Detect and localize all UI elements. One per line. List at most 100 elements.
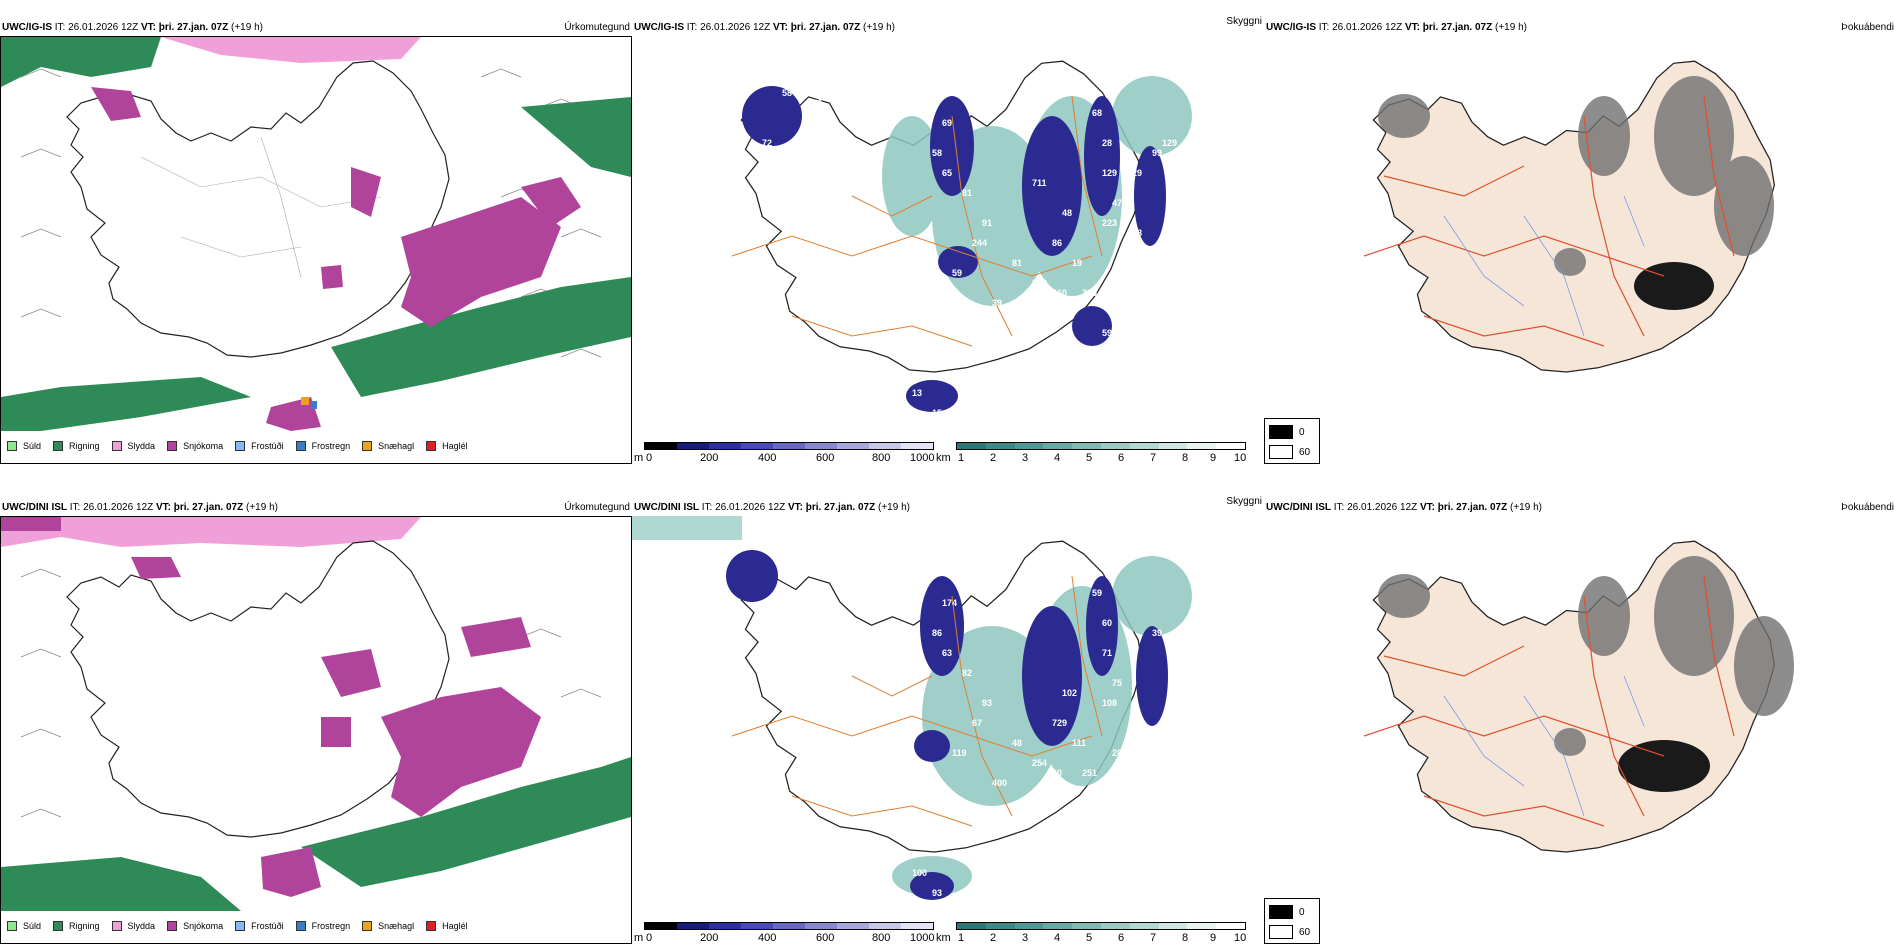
visibility-value-label: 90 [1172,278,1182,288]
visibility-value-label: 119 [952,748,967,758]
visibility-value-label: 111 [1072,738,1086,748]
visibility-value-label: 86 [962,408,972,418]
panel-type-label: Úrkomutegund [564,22,630,33]
visibility-value-label: 82 [1082,348,1092,358]
visibility-value-label: 214 [1172,688,1187,698]
tick-label: 7 [1150,932,1157,944]
visibility-value-label: 15 [932,408,942,418]
tick-label: 2 [990,932,997,944]
colorbar-segment [1043,923,1073,929]
fog-swatch-0 [1269,905,1293,919]
colorbar-segment [805,443,837,449]
colorbar-segment [741,443,773,449]
visibility-value-label: 66 [1152,808,1162,818]
visibility-panel-row1: UWC/IG-IS IT: 26.01.2026 12Z VT: þri. 27… [632,14,1264,464]
visibility-unit: km [936,932,951,944]
precip-map [1,517,631,911]
map-frame: Súld Rigning Slydda Snjókoma Frostúði Fr… [0,36,632,464]
colorbar-segment [985,923,1015,929]
visibility-value-label: 99 [1172,658,1182,668]
fog-swatch-60 [1269,445,1293,459]
colorbar-segment [837,923,869,929]
fog-legend: 0 60 [1264,898,1320,944]
visibility-value-label: 594 [1102,328,1117,338]
visibility-map: 5117486638293671195960717510810272911125… [632,516,1202,900]
ceiling-unit: m [634,452,644,464]
colorbar-segment [985,443,1015,449]
colorbar-segment [1216,443,1245,449]
visibility-value-label: 81 [962,188,972,198]
legend-item-frostudi: Frostúði [235,921,284,931]
colorbar-segment [1043,443,1073,449]
precip-panel-row2: UWC/DINI ISL IT: 26.01.2026 12Z VT: þri.… [0,494,632,944]
legend-item-rigning: Rigning [53,921,100,931]
visibility-value-label: 124 [1132,788,1147,798]
visibility-value-label: 335 [1082,288,1097,298]
ceiling-colorbar: m 0 200 400 600 800 1000 [634,922,940,944]
colorbar-segment [869,923,901,929]
tick-label: 600 [816,452,835,464]
visibility-value-label: 711 [1032,178,1047,188]
tick-label: 8 [1182,932,1189,944]
visibility-value-label: 48 [1062,208,1072,218]
colorbar-segment [1187,923,1217,929]
visibility-value-label: 59 [952,268,962,278]
tick-label: 7 [1150,452,1157,464]
panel-title: UWC/IG-IS IT: 26.01.2026 12Z VT: þri. 27… [2,22,263,33]
visibility-value-label: 134 [1102,808,1117,818]
visibility-value-label: 82 [962,668,972,678]
ceiling-colorbar: m 0 200 400 600 800 1000 [634,442,940,464]
visibility-value-label: 76 [812,98,822,108]
visibility-value-label: 251 [1082,768,1097,778]
colorbar-segment [1014,443,1044,449]
legend-item-slydda: Slydda [111,921,155,931]
legend-item-snaehagl: Snæhagl [362,441,414,451]
panel-title: UWC/DINI ISL IT: 26.01.2026 12Z VT: þri.… [634,502,910,513]
tick-label: 4 [1054,452,1061,464]
colorbar-segment [709,443,741,449]
colorbar-segment [869,443,901,449]
visibility-value-label: 108 [1102,698,1117,708]
colorbar-segment [1014,923,1044,929]
visibility-value-label: 117 [1152,288,1167,298]
precip-legend: Súld Rigning Slydda Snjókoma Frostúði Fr… [7,441,480,451]
visibility-colorbar: km 1 2 3 4 5 6 7 8 9 10 [936,442,1250,464]
visibility-value-label: 91 [1132,708,1142,718]
legend-item-frostregn: Frostregn [295,441,350,451]
visibility-value-label: 51 [762,618,772,628]
visibility-value-label: 74 [1172,178,1182,188]
visibility-value-label: 71 [1052,848,1062,858]
panel-type-label: Þokuábendi [1841,22,1894,33]
visibility-value-label: 68 [1092,108,1102,118]
visibility-unit: km [936,452,951,464]
tick-label: 3 [1022,932,1029,944]
visibility-value-label: 99 [1152,148,1162,158]
visibility-value-label: 138 [1052,368,1067,378]
tick-label: 1 [958,452,965,464]
tick-label: 5 [1086,452,1093,464]
visibility-value-label: 59 [1092,588,1102,598]
visibility-value-label: 28 [1102,138,1112,148]
fog-label-60: 60 [1299,927,1311,938]
tick-label: 9 [1210,932,1217,944]
visibility-value-label: 66 [1152,768,1162,778]
visibility-values: 5117486638293671195960717510810272911125… [762,588,1202,898]
visibility-value-label: 400 [992,778,1007,788]
tick-label: 0 [646,932,653,944]
visibility-value-label: 729 [1052,718,1067,728]
fog-label-0: 0 [1299,427,1305,438]
fog-panel-row1: UWC/IG-IS IT: 26.01.2026 12Z VT: þri. 27… [1264,14,1896,464]
legend-item-frostudi: Frostúði [235,441,284,451]
colorbar-segment [1158,443,1188,449]
visibility-value-label: 60 [1102,618,1112,628]
visibility-value-label: 63 [942,648,952,658]
visibility-value-label: 202 [1032,278,1047,288]
legend-item-slydda: Slydda [111,441,155,451]
panel-type-label: Úrkomutegund [564,502,630,513]
fog-map [1363,540,1794,853]
visibility-value-label: 129 [1162,138,1177,148]
visibility-value-label: 93 [932,888,942,898]
visibility-colorbar: km 1 2 3 4 5 6 7 8 9 10 [936,922,1250,944]
fog-map [1363,60,1776,373]
visibility-value-label: 75 [1112,678,1122,688]
